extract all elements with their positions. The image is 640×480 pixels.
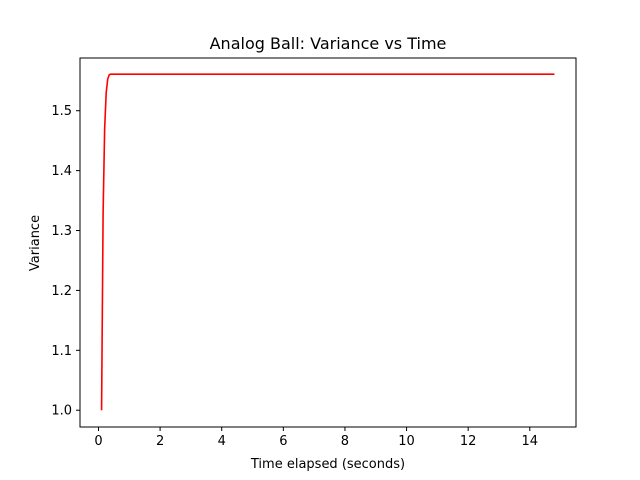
y-axis-label: Variance [28, 215, 43, 271]
x-tick-label: 10 [398, 434, 415, 449]
chart-title: Analog Ball: Variance vs Time [210, 34, 447, 53]
x-tick-label: 8 [341, 434, 349, 449]
x-tick-label: 0 [94, 434, 102, 449]
x-tick-label: 6 [279, 434, 287, 449]
y-tick-label: 1.4 [51, 164, 72, 179]
y-tick-label: 1.5 [51, 104, 72, 119]
plot-area [100, 73, 555, 411]
x-tick-label: 4 [218, 434, 226, 449]
series-line-0 [100, 73, 555, 411]
y-tick-label: 1.2 [51, 284, 72, 299]
y-tick-label: 1.1 [51, 344, 72, 359]
x-tick-label: 12 [460, 434, 477, 449]
x-tick-label: 2 [156, 434, 164, 449]
axes-frame [79, 57, 577, 428]
x-tick-label: 14 [522, 434, 539, 449]
x-axis-label: Time elapsed (seconds) [250, 457, 405, 472]
y-tick-label: 1.3 [51, 224, 72, 239]
y-tick-label: 1.0 [51, 404, 72, 419]
